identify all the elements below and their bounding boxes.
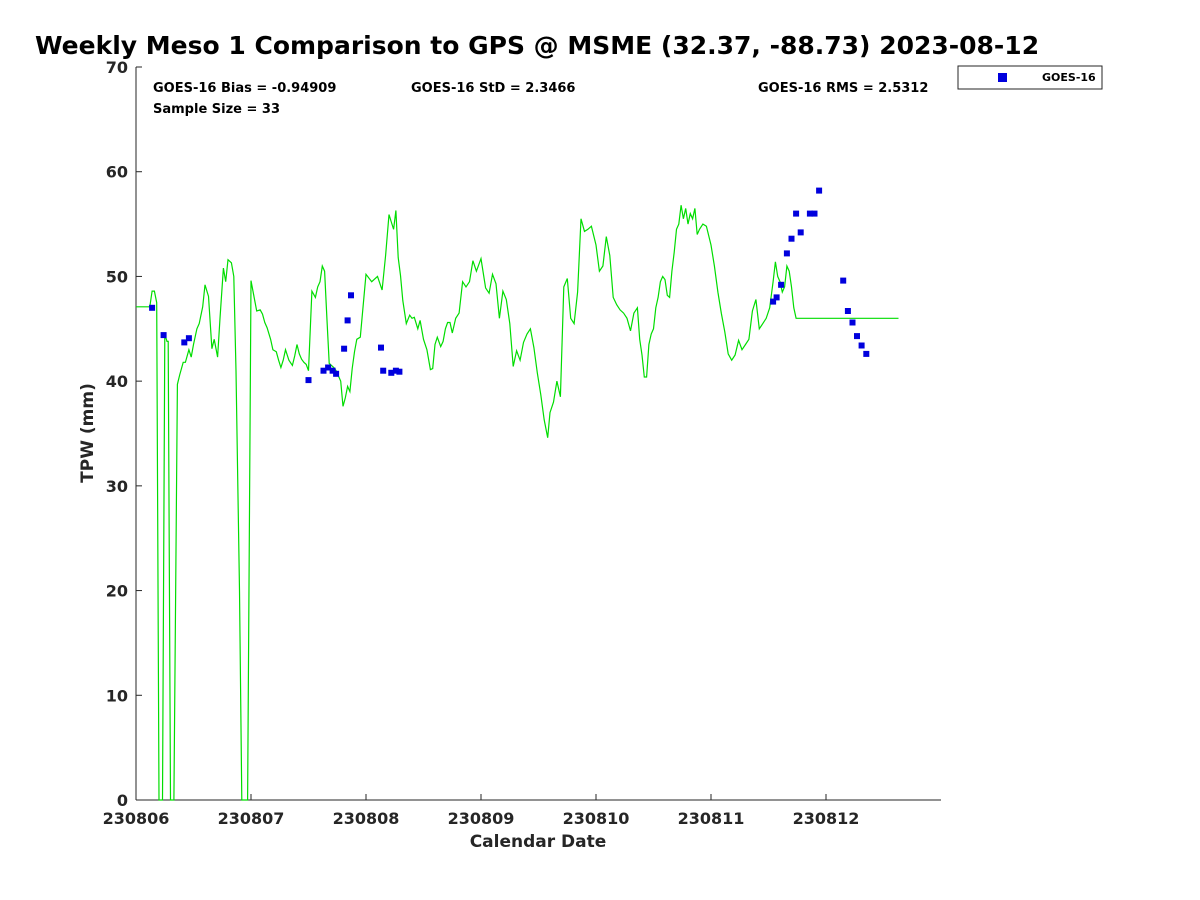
goes-16-point — [160, 332, 167, 339]
goes-16-point — [788, 235, 795, 242]
goes-16-point — [380, 367, 387, 374]
x-axis-label: Calendar Date — [470, 832, 607, 852]
goes-16-point — [849, 319, 856, 326]
plot-area: 0 10 20 30 40 50 60 70 230806 230807 230808 230809… — [103, 58, 941, 828]
y-tick-label: 60 — [106, 163, 128, 182]
stat-sample-size: Sample Size = 33 — [153, 102, 280, 117]
goes-16-point — [840, 277, 847, 284]
goes-16-point — [149, 304, 156, 311]
goes-16-point — [378, 344, 384, 351]
y-axis-label: TPW (mm) — [78, 383, 98, 483]
goes-16-point — [344, 317, 351, 324]
goes-16-point — [181, 339, 188, 346]
legend-marker — [998, 73, 1007, 82]
legend-label: GOES-16 — [1042, 71, 1096, 84]
goes-16-point — [396, 368, 403, 375]
goes-16-point — [770, 298, 777, 305]
y-tick-label: 50 — [106, 267, 128, 286]
goes-16-point — [341, 345, 348, 352]
goes-16-point — [806, 210, 813, 217]
y-tick-label: 0 — [117, 791, 128, 810]
goes-16-point — [185, 335, 192, 342]
goes-16-point — [388, 369, 395, 376]
y-tick-label: 30 — [106, 477, 128, 496]
x-tick-label: 230812 — [793, 809, 860, 828]
stat-std: GOES-16 StD = 2.3466 — [411, 81, 575, 96]
goes-16-points — [149, 187, 870, 384]
goes-16-point — [325, 364, 332, 371]
x-tick-label: 230808 — [333, 809, 400, 828]
goes-16-point — [773, 294, 780, 301]
y-tick-label: 10 — [106, 686, 128, 705]
goes-16-point — [858, 342, 865, 349]
y-tick-label: 40 — [106, 372, 128, 391]
goes-16-point — [793, 210, 800, 217]
x-tick-label: 230806 — [103, 809, 170, 828]
y-ticks: 0 10 20 30 40 50 60 70 — [106, 58, 142, 810]
goes-16-point — [854, 333, 860, 340]
goes-16-point — [863, 350, 870, 357]
x-tick-label: 230810 — [563, 809, 630, 828]
goes-16-point — [797, 229, 804, 236]
gps-series-line — [136, 205, 899, 801]
chart-title: Weekly Meso 1 Comparison to GPS @ MSME (… — [35, 31, 1039, 60]
goes-16-point — [783, 250, 790, 257]
stat-rms: GOES-16 RMS = 2.5312 — [758, 81, 928, 96]
x-tick-label: 230809 — [448, 809, 515, 828]
goes-16-point — [816, 187, 823, 194]
goes-16-point — [392, 367, 399, 374]
x-tick-label: 230807 — [218, 809, 285, 828]
goes-16-point — [333, 370, 340, 377]
goes-16-point — [329, 367, 336, 374]
y-tick-label: 70 — [106, 58, 128, 77]
goes-16-point — [320, 367, 327, 374]
goes-16-point — [811, 210, 818, 217]
legend-box — [957, 65, 1103, 90]
goes-16-point — [778, 281, 785, 288]
goes-16-point — [348, 292, 354, 299]
goes-16-point — [305, 377, 312, 384]
x-ticks: 230806 230807 230808 230809 230810 230811 2308… — [103, 794, 860, 828]
legend: GOES-16 — [957, 65, 1103, 90]
x-tick-label: 230811 — [678, 809, 745, 828]
y-tick-label: 20 — [106, 582, 128, 601]
stat-bias: GOES-16 Bias = -0.94909 — [153, 81, 336, 96]
goes-16-point — [844, 308, 851, 314]
